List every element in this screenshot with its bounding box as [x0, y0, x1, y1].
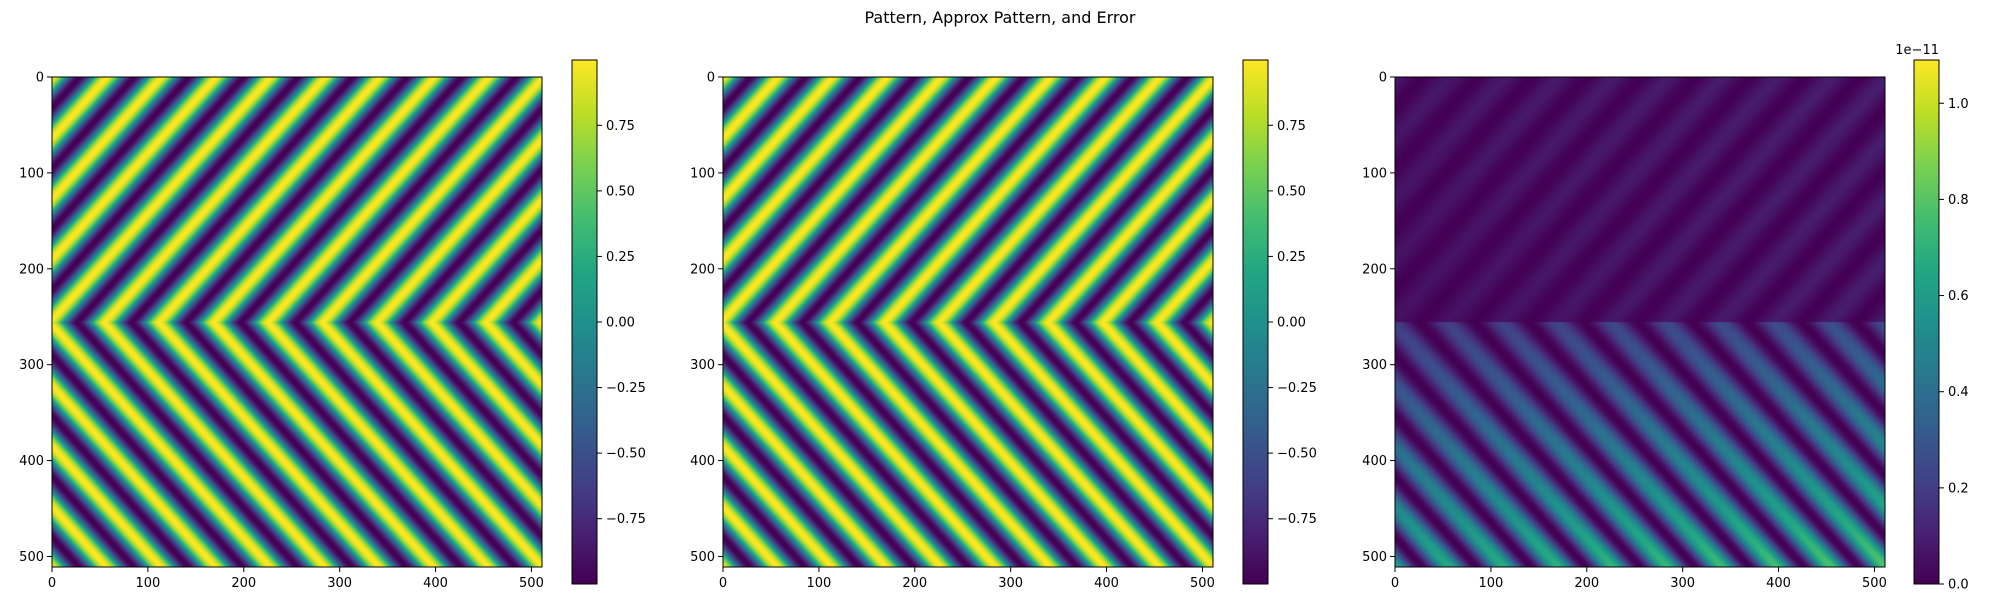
colorbar-tick-label: 0.6: [1948, 289, 1969, 304]
y-tick-label: 100: [690, 166, 715, 181]
subplot-1: 0 100 200 300 400 500 0 100 200 300 400 500 −0.75 −0.…: [19, 59, 646, 591]
x-tick-label: 100: [1478, 576, 1503, 591]
colorbar-gradient-1: [572, 60, 597, 584]
colorbar-tick-label: 0.50: [1277, 184, 1306, 199]
colorbar-tick-label: 0.4: [1948, 385, 1969, 400]
x-tick-label: 200: [1574, 576, 1599, 591]
y-tick-label: 0: [707, 71, 715, 86]
colorbar-tick-label: 0.00: [606, 316, 635, 331]
x-tick-label: 100: [135, 576, 160, 591]
x-tick-label: 300: [998, 576, 1023, 591]
subplot-3: 0 100 200 300 400 500 0 100 200 300 400 500 0.0 0.2 0.…: [1362, 43, 1969, 593]
x-tick-label: 400: [1094, 576, 1119, 591]
y-tick-label: 400: [690, 454, 715, 469]
colorbar-tick-label: 0.0: [1948, 578, 1969, 593]
x-tick-label: 300: [327, 576, 352, 591]
y-tick-label: 300: [19, 358, 44, 373]
colorbar-frame: [1913, 59, 1940, 585]
x-tick-label: 400: [1766, 576, 1791, 591]
y-tick-label: 100: [1362, 166, 1387, 181]
y-tick-label: 300: [1362, 358, 1387, 373]
x-tick-label: 500: [519, 576, 544, 591]
y-tick-label: 400: [1362, 454, 1387, 469]
y-tick-label: 0: [1379, 71, 1387, 86]
y-tick-label: 500: [19, 550, 44, 565]
x-tick-label: 200: [231, 576, 256, 591]
heatmap-image-3: [1395, 77, 1885, 567]
colorbar-tick-label: −0.50: [1277, 447, 1317, 462]
x-tick-label: 200: [902, 576, 927, 591]
axes-frame: [51, 76, 543, 568]
axes-frame: [722, 76, 1214, 568]
y-tick-label: 400: [19, 454, 44, 469]
colorbar-tick-label: 0.2: [1948, 481, 1969, 496]
y-tick-label: 200: [19, 262, 44, 277]
heatmap-image-1: [52, 77, 542, 567]
x-tick-label: 300: [1670, 576, 1695, 591]
colorbar-tick-label: 0.8: [1948, 193, 1969, 208]
y-tick-label: 200: [1362, 262, 1387, 277]
x-tick-label: 0: [48, 576, 56, 591]
colorbar-tick-label: 1.0: [1948, 97, 1969, 112]
colorbar-tick-label: −0.75: [606, 512, 646, 527]
y-tick-label: 0: [36, 71, 44, 86]
colorbar-tick-label: 0.75: [1277, 119, 1306, 134]
x-tick-label: 500: [1862, 576, 1887, 591]
y-tick-label: 100: [19, 166, 44, 181]
colorbar-tick-label: −0.25: [1277, 381, 1317, 396]
colorbar-gradient-3: [1914, 60, 1939, 584]
x-tick-label: 0: [719, 576, 727, 591]
colorbar-tick-label: 0.25: [1277, 250, 1306, 265]
colorbar-tick-label: −0.50: [606, 447, 646, 462]
x-tick-label: 100: [806, 576, 831, 591]
figure-title: Pattern, Approx Pattern, and Error: [864, 8, 1136, 27]
colorbar-tick-label: 0.00: [1277, 316, 1306, 331]
colorbar-tick-label: −0.75: [1277, 512, 1317, 527]
colorbar-offset-label: 1e−11: [1895, 43, 1939, 58]
y-tick-label: 200: [690, 262, 715, 277]
x-tick-label: 400: [423, 576, 448, 591]
subplot-2: 0 100 200 300 400 500 0 100 200 300 400 500 −0.75 −0.…: [690, 59, 1317, 591]
heatmap-image-2: [723, 77, 1213, 567]
x-tick-label: 500: [1190, 576, 1215, 591]
colorbar-tick-label: 0.75: [606, 119, 635, 134]
y-tick-label: 500: [1362, 550, 1387, 565]
colorbar-tick-label: 0.25: [606, 250, 635, 265]
y-tick-label: 300: [690, 358, 715, 373]
colorbar-tick-label: 0.50: [606, 184, 635, 199]
axes-frame: [1394, 76, 1886, 568]
colorbar-tick-label: −0.25: [606, 381, 646, 396]
y-tick-label: 500: [690, 550, 715, 565]
x-tick-label: 0: [1391, 576, 1399, 591]
colorbar-gradient-2: [1243, 60, 1268, 584]
